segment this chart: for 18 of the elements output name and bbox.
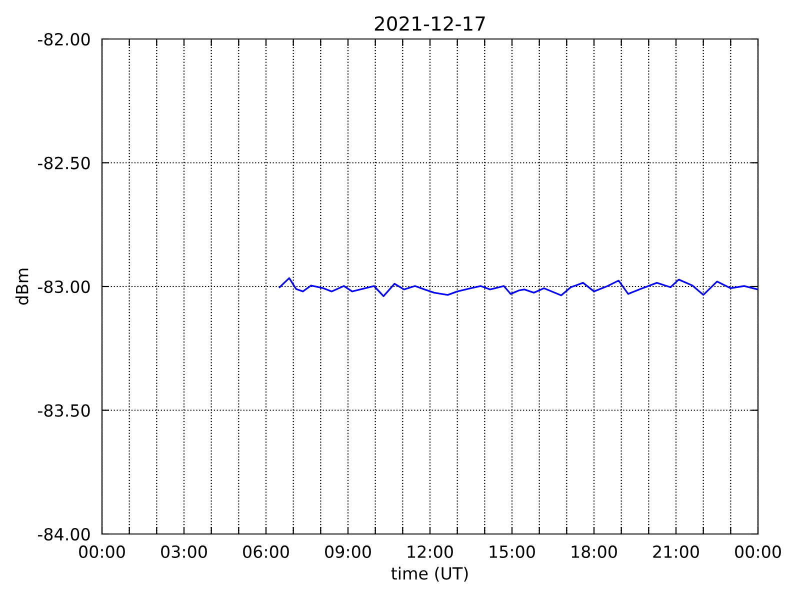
chart-title: 2021-12-17	[374, 16, 485, 31]
x-axis-title: time (UT)	[391, 566, 468, 582]
x-tick-label: 03:00	[161, 545, 207, 558]
line-series	[278, 277, 758, 297]
x-tick-label: 18:00	[572, 545, 617, 558]
x-tick-label: 21:00	[653, 545, 699, 558]
y-tick-label: -83.50	[38, 404, 90, 417]
y-tick-label: -83.00	[38, 280, 90, 294]
y-tick-label: -84.00	[38, 528, 90, 541]
x-tick-label: 00:00	[79, 545, 125, 558]
y-tick-label: -82.00	[38, 32, 90, 46]
y-axis-title: dBm	[15, 268, 28, 305]
x-tick-label: 15:00	[490, 545, 535, 558]
x-tick-label: 06:00	[243, 545, 289, 558]
x-tick-label: 00:00	[735, 545, 781, 558]
x-tick-label: 09:00	[325, 545, 371, 558]
x-tick-label: 12:00	[408, 545, 453, 558]
y-tick-label: -82.50	[38, 156, 90, 170]
